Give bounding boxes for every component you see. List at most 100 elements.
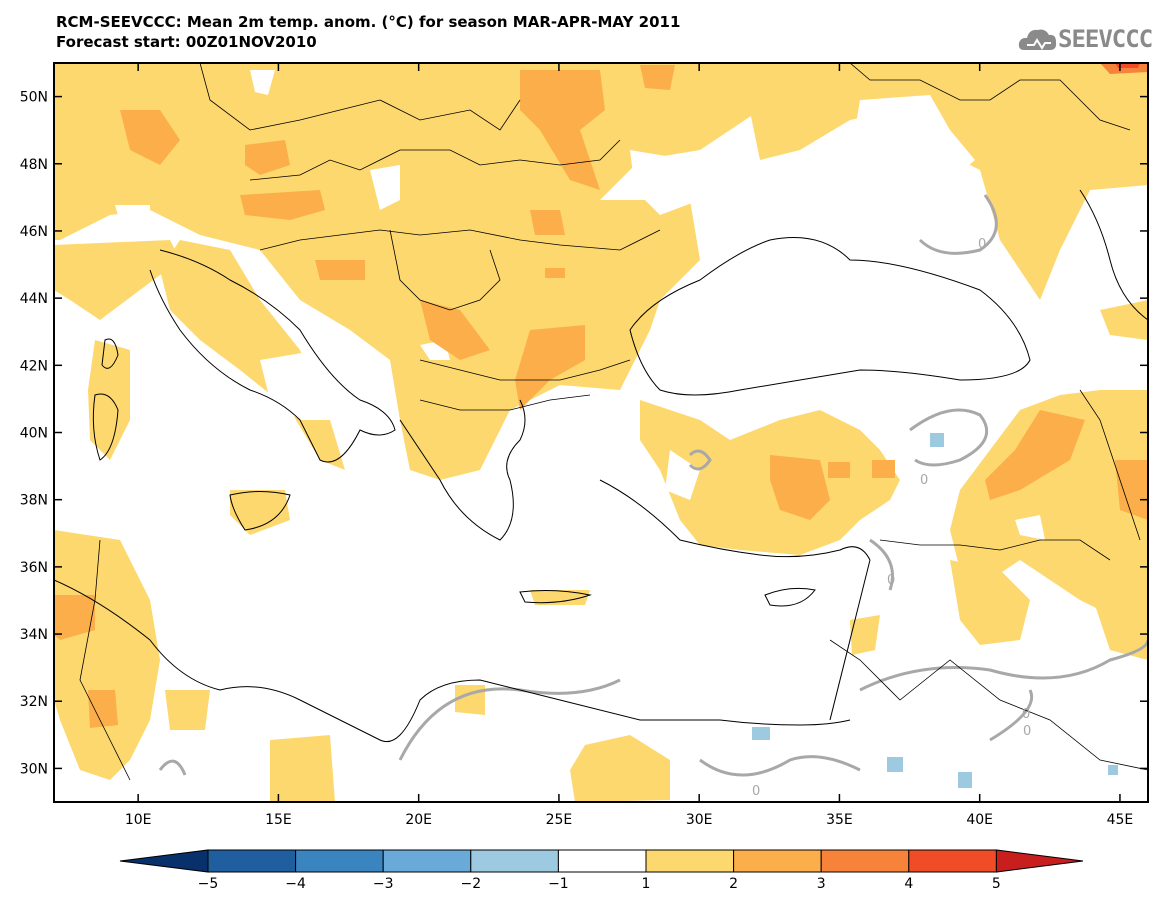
border-8 [879, 539, 1111, 561]
colorbar [119, 849, 1084, 873]
anomaly-area-east-anatolia-iran [950, 390, 1148, 620]
latitude-axis: 50N 48N 46N 44N 42N 40N 38N 36N 34N 32N 30N [20, 90, 1148, 777]
anomaly-area-north-italy [54, 240, 180, 320]
anomaly-area-poland [520, 70, 605, 190]
neg-area-egypt [752, 727, 770, 740]
border-1 [199, 63, 521, 131]
anomaly-area-sardinia [88, 340, 130, 460]
colorbar-label: 1 [641, 876, 651, 892]
coastline-sicily [229, 491, 291, 531]
lon-label: 40E [966, 812, 993, 828]
lon-label: 20E [405, 812, 432, 828]
anomaly-area-levant [850, 615, 880, 655]
coastline-cyprus [764, 587, 816, 607]
zero-contour-east-turkey [909, 408, 989, 467]
coastline-sardinia [92, 393, 119, 461]
colorbar-swatch [557, 849, 647, 873]
colorbar-arrow-low [119, 849, 209, 873]
neutral-area-south-ukraine [630, 150, 700, 215]
border-5 [419, 359, 631, 381]
coastline-levant [829, 559, 871, 721]
contour-label: 0 [752, 784, 760, 799]
anomaly-area-libya-west [165, 690, 210, 730]
anomaly-area-caspian [1115, 460, 1148, 520]
colorbar-label: −4 [285, 876, 306, 892]
zero-contour-levant [869, 538, 894, 591]
coastline-turkey-south [599, 479, 871, 561]
neg-area-saudi [958, 772, 972, 788]
contour-label: 0 [978, 237, 986, 252]
colorbar-swatch [908, 849, 997, 873]
neutral-area-ukraine [850, 95, 975, 200]
border-9 [1079, 389, 1141, 541]
colorbar-swatch [295, 849, 384, 873]
anomaly-area-romania [530, 210, 565, 235]
lon-label: 35E [826, 812, 853, 828]
coastline-black-sea [629, 237, 1031, 396]
lat-label: 46N [20, 224, 48, 240]
anomaly-class-4-5 [1115, 63, 1140, 68]
zero-contour-tunisia [158, 759, 187, 776]
title-line-1: RCM-SEEVCCC: Mean 2m temp. anom. (°C) fo… [56, 13, 681, 31]
anomaly-area-armenia [985, 410, 1085, 500]
borders [79, 63, 1148, 781]
anomaly-area-russia-caspian-core [1115, 63, 1140, 68]
colorbar-label: 4 [904, 876, 914, 892]
coastline-italy [149, 249, 396, 463]
colorbar-swatch [382, 849, 472, 873]
border-6 [419, 394, 591, 411]
colorbar-label: −1 [548, 876, 569, 892]
anomaly-area-anatolia-east [828, 462, 850, 478]
neutral-area-anatolia-west [665, 450, 700, 500]
anomaly-area-bulgaria [515, 325, 585, 410]
border-4 [389, 229, 501, 311]
border-7 [849, 63, 1131, 131]
lon-label: 15E [265, 812, 292, 828]
lat-label: 50N [20, 90, 48, 106]
zero-contour-anatolia [688, 449, 712, 471]
lat-label: 30N [20, 761, 48, 777]
anomaly-area-ukraine-russia [740, 63, 1148, 300]
colorbar-label: −3 [372, 876, 394, 892]
anomaly-area-algeria-north [54, 595, 95, 640]
colorbar-swatch [645, 849, 735, 873]
anomaly-area-anatolia-central [770, 455, 830, 520]
colorbar-label: 2 [729, 876, 739, 892]
anomaly-area-arabia [1090, 590, 1148, 660]
cloud-logo-icon [1018, 29, 1057, 50]
anomaly-area-algeria-south [88, 690, 118, 728]
anomaly-area-germany [120, 110, 180, 165]
zero-contour-egypt [699, 755, 861, 777]
colorbar-label: 3 [816, 876, 826, 892]
lat-label: 32N [20, 694, 48, 710]
neutral-area-po [115, 205, 150, 222]
anomaly-area-bessarabia [545, 268, 565, 278]
border-2 [249, 139, 621, 181]
zero-contours [158, 194, 1148, 777]
lat-label: 42N [20, 358, 48, 374]
anomaly-class-2-3 [54, 65, 1148, 728]
zero-contour-arabia [989, 689, 1033, 742]
lat-label: 38N [20, 493, 48, 509]
colorbar-label: −2 [460, 876, 482, 892]
lon-label: 10E [125, 812, 152, 828]
neutral-area-austria [370, 165, 400, 210]
neg-area-jordan [887, 757, 903, 772]
lon-label: 30E [686, 812, 713, 828]
longitude-axis: 10E 15E 20E 25E 30E 35E 40E 45E [125, 63, 1133, 828]
colorbar-swatch [207, 849, 297, 873]
colorbar-label: 5 [991, 876, 1001, 892]
coastline-corsica [101, 338, 119, 369]
border-3 [259, 229, 661, 251]
lat-label: 40N [20, 426, 48, 442]
colorbar-arrow-high [995, 849, 1084, 873]
anomaly-area-serbia [420, 300, 490, 360]
colorbar-label: −5 [197, 876, 219, 892]
lat-label: 44N [20, 291, 48, 307]
coastline-greece [399, 399, 526, 541]
anomaly-area-sicily [230, 490, 290, 535]
contour-label: 0 [1023, 724, 1031, 739]
coastlines [54, 189, 1148, 742]
lon-label: 45E [1107, 812, 1134, 828]
